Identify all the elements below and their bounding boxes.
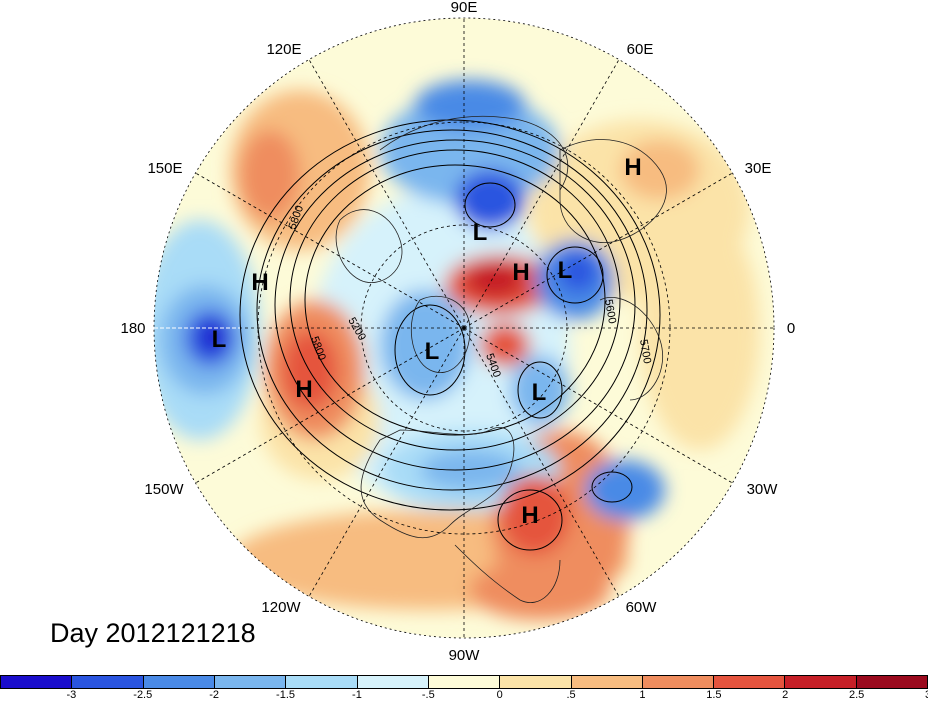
high-center: H [624, 154, 641, 181]
high-center: H [512, 259, 529, 286]
colorbar-tick-label: 1.5 [706, 689, 722, 701]
longitude-labels: 90E 60E 30E 0 30W 60W 90W 120W 150W 180 … [120, 0, 795, 664]
coastlines [335, 115, 667, 603]
lon-label-90w: 90W [449, 647, 481, 664]
lon-label-60e: 60E [627, 41, 654, 58]
colorbar-segment [642, 676, 715, 688]
colorbar-segment [72, 676, 144, 688]
lon-label-0: 0 [787, 320, 795, 337]
high-center: H [521, 502, 538, 529]
pressure-centers: H H H H H L L L L L [212, 154, 642, 529]
colorbar-segment [357, 676, 429, 688]
colorbar-tick-label: -3 [66, 689, 77, 701]
colorbar-segment [785, 676, 857, 688]
colorbar-tick-label: -1.5 [276, 689, 296, 701]
colorbar-tick-label: 0 [496, 689, 503, 701]
lon-label-120w: 120W [261, 599, 301, 616]
lon-label-180: 180 [120, 320, 145, 337]
colorbar-tick-label: 2 [782, 689, 789, 701]
lon-label-120e: 120E [266, 41, 301, 58]
colorbar-segment [856, 676, 928, 688]
colorbar-tick-label: -.5 [421, 689, 435, 701]
colorbar-tick-label: 1 [639, 689, 646, 701]
colorbar-tick-label: .5 [566, 689, 576, 701]
lon-label-30w: 30W [747, 481, 779, 498]
low-center: L [212, 326, 227, 353]
colorbar [0, 675, 928, 689]
geopotential-contours [239, 119, 661, 551]
colorbar-segment [500, 676, 572, 688]
lon-label-90e: 90E [451, 0, 478, 16]
colorbar-tick-label: 3 [925, 689, 928, 701]
lon-label-60w: 60W [626, 599, 658, 616]
colorbar-segment [286, 676, 358, 688]
contour-label: 5700 [637, 338, 653, 364]
colorbar-tick-label: -2 [209, 689, 220, 701]
colorbar-segment [143, 676, 215, 688]
map-title: Day 2012121218 [50, 618, 256, 648]
colorbar-segment [1, 676, 73, 688]
low-center: L [532, 379, 547, 406]
anomaly-shading [154, 18, 774, 638]
contour-label: 5600 [602, 298, 618, 324]
lon-label-150e: 150E [147, 160, 182, 177]
high-center: H [251, 269, 268, 296]
colorbar-tick-label: -1 [352, 689, 362, 701]
colorbar-tick-label: 2.5 [848, 689, 865, 701]
low-center: L [473, 219, 488, 246]
colorbar-tick-label: -2.5 [133, 689, 153, 701]
colorbar-segment [714, 676, 786, 688]
high-center: H [295, 376, 312, 403]
colorbar-segment [214, 676, 287, 688]
colorbar-ticks: -3 -2.5 -2 -1.5 -1 -.5 0 .5 1 1.5 2 2.5 3 [0, 689, 928, 702]
colorbar-segment [428, 676, 501, 688]
lon-label-150w: 150W [144, 481, 184, 498]
colorbar-segment [571, 676, 643, 688]
lon-label-30e: 30E [745, 160, 772, 177]
low-center: L [425, 338, 440, 365]
low-center: L [558, 257, 573, 284]
